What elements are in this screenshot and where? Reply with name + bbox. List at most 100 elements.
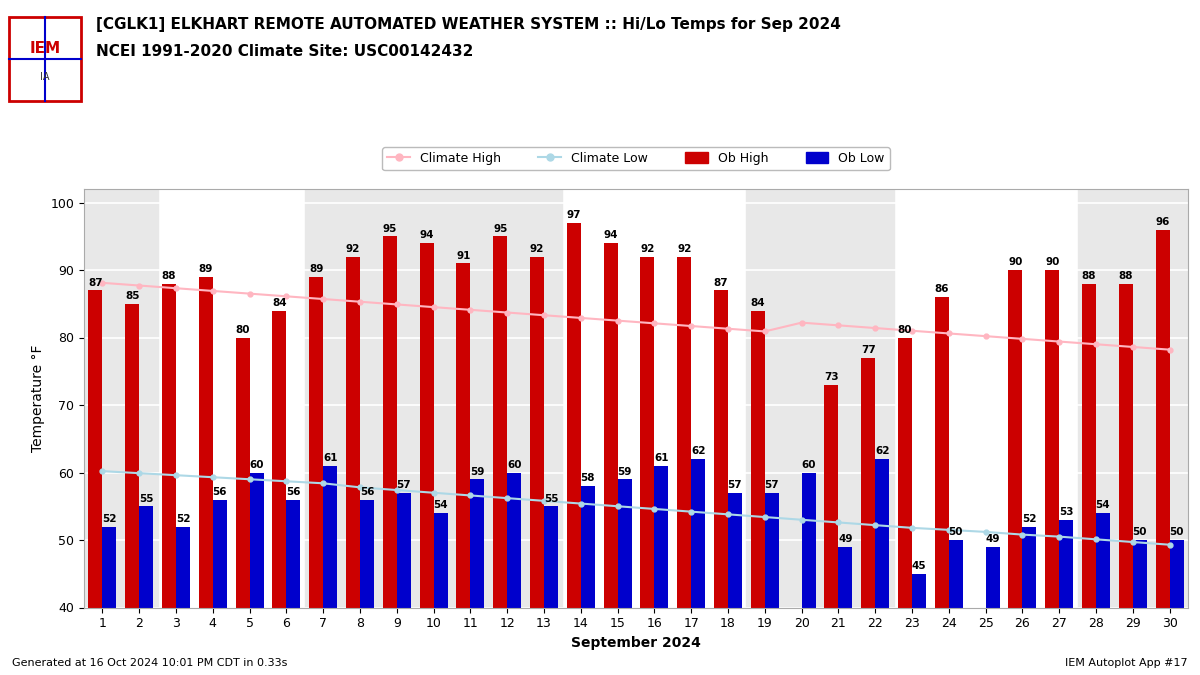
Bar xyxy=(691,459,706,608)
Text: 92: 92 xyxy=(346,244,360,254)
Text: 58: 58 xyxy=(581,473,595,483)
Bar xyxy=(728,493,742,608)
Text: 96: 96 xyxy=(1156,217,1170,227)
Text: 92: 92 xyxy=(677,244,691,254)
Bar xyxy=(420,243,433,608)
Text: 57: 57 xyxy=(764,480,779,490)
Text: 52: 52 xyxy=(175,514,191,524)
Text: 95: 95 xyxy=(383,223,397,234)
Y-axis label: Temperature °F: Temperature °F xyxy=(31,344,44,452)
Bar xyxy=(125,304,139,608)
Bar xyxy=(235,338,250,608)
Bar xyxy=(641,256,654,608)
Text: 73: 73 xyxy=(824,372,839,382)
Bar xyxy=(508,472,521,608)
Bar xyxy=(84,189,157,608)
Text: IEM Autoplot App #17: IEM Autoplot App #17 xyxy=(1066,658,1188,668)
Text: 55: 55 xyxy=(139,493,154,504)
Text: 54: 54 xyxy=(433,500,448,510)
Bar xyxy=(199,277,212,608)
Text: IEM: IEM xyxy=(30,40,60,55)
FancyBboxPatch shape xyxy=(10,17,80,101)
Text: 54: 54 xyxy=(1096,500,1110,510)
Text: 45: 45 xyxy=(912,561,926,571)
Bar xyxy=(935,297,949,608)
Text: 56: 56 xyxy=(286,487,301,497)
Text: [CGLK1] ELKHART REMOTE AUTOMATED WEATHER SYSTEM :: Hi/Lo Temps for Sep 2024: [CGLK1] ELKHART REMOTE AUTOMATED WEATHER… xyxy=(96,17,841,32)
Bar xyxy=(862,358,875,608)
Text: 91: 91 xyxy=(456,250,470,261)
Bar xyxy=(397,493,410,608)
Text: 60: 60 xyxy=(802,460,816,470)
Text: 61: 61 xyxy=(654,453,668,463)
Text: 84: 84 xyxy=(750,298,766,308)
Text: 49: 49 xyxy=(985,534,1000,544)
Text: 92: 92 xyxy=(641,244,654,254)
Text: IA: IA xyxy=(41,72,49,82)
Bar xyxy=(1060,520,1073,608)
Bar xyxy=(1078,189,1188,608)
Text: 50: 50 xyxy=(1133,527,1147,537)
Bar xyxy=(1170,540,1183,608)
X-axis label: September 2024: September 2024 xyxy=(571,636,701,650)
Bar xyxy=(654,466,668,608)
Text: 92: 92 xyxy=(530,244,544,254)
Text: 52: 52 xyxy=(1022,514,1037,524)
Text: Generated at 16 Oct 2024 10:01 PM CDT in 0.33s: Generated at 16 Oct 2024 10:01 PM CDT in… xyxy=(12,658,287,668)
Bar xyxy=(310,277,323,608)
Text: 97: 97 xyxy=(566,210,581,220)
Text: 57: 57 xyxy=(396,480,412,490)
Bar xyxy=(1096,513,1110,608)
Text: 87: 87 xyxy=(88,277,103,288)
Bar xyxy=(764,493,779,608)
Text: 62: 62 xyxy=(691,446,706,456)
Text: 52: 52 xyxy=(102,514,116,524)
Bar xyxy=(1156,230,1170,608)
Bar xyxy=(323,466,337,608)
Bar xyxy=(581,486,595,608)
Bar xyxy=(360,500,374,608)
Text: 85: 85 xyxy=(125,291,139,301)
Text: 53: 53 xyxy=(1058,507,1074,517)
Text: 95: 95 xyxy=(493,223,508,234)
Text: 55: 55 xyxy=(544,493,558,504)
Bar xyxy=(456,263,470,608)
Bar xyxy=(1118,284,1133,608)
Bar xyxy=(272,310,287,608)
Bar xyxy=(875,459,889,608)
Bar xyxy=(1008,270,1022,608)
Bar xyxy=(1082,284,1096,608)
Bar xyxy=(102,526,116,608)
Bar xyxy=(839,547,852,608)
Text: 59: 59 xyxy=(470,466,485,477)
Text: 80: 80 xyxy=(235,325,250,335)
Bar xyxy=(912,574,926,608)
Text: 60: 60 xyxy=(506,460,522,470)
Bar xyxy=(544,506,558,608)
Bar xyxy=(1045,270,1060,608)
Bar xyxy=(604,243,618,608)
Text: 84: 84 xyxy=(272,298,287,308)
Text: 88: 88 xyxy=(1118,271,1133,281)
Bar xyxy=(677,256,691,608)
Text: 56: 56 xyxy=(360,487,374,497)
Text: 88: 88 xyxy=(1081,271,1097,281)
Bar xyxy=(530,256,544,608)
Bar xyxy=(751,310,764,608)
Bar xyxy=(714,290,728,608)
Bar xyxy=(802,472,816,608)
Bar xyxy=(305,189,563,608)
Bar xyxy=(949,540,962,608)
Text: 61: 61 xyxy=(323,453,337,463)
Bar xyxy=(89,290,102,608)
Bar xyxy=(250,472,264,608)
Text: 60: 60 xyxy=(250,460,264,470)
Text: 56: 56 xyxy=(212,487,227,497)
Bar xyxy=(746,189,894,608)
Bar xyxy=(470,479,485,608)
Bar xyxy=(1022,526,1037,608)
Bar xyxy=(618,479,631,608)
Text: 90: 90 xyxy=(1045,257,1060,267)
Text: 50: 50 xyxy=(1169,527,1184,537)
Text: 49: 49 xyxy=(838,534,853,544)
